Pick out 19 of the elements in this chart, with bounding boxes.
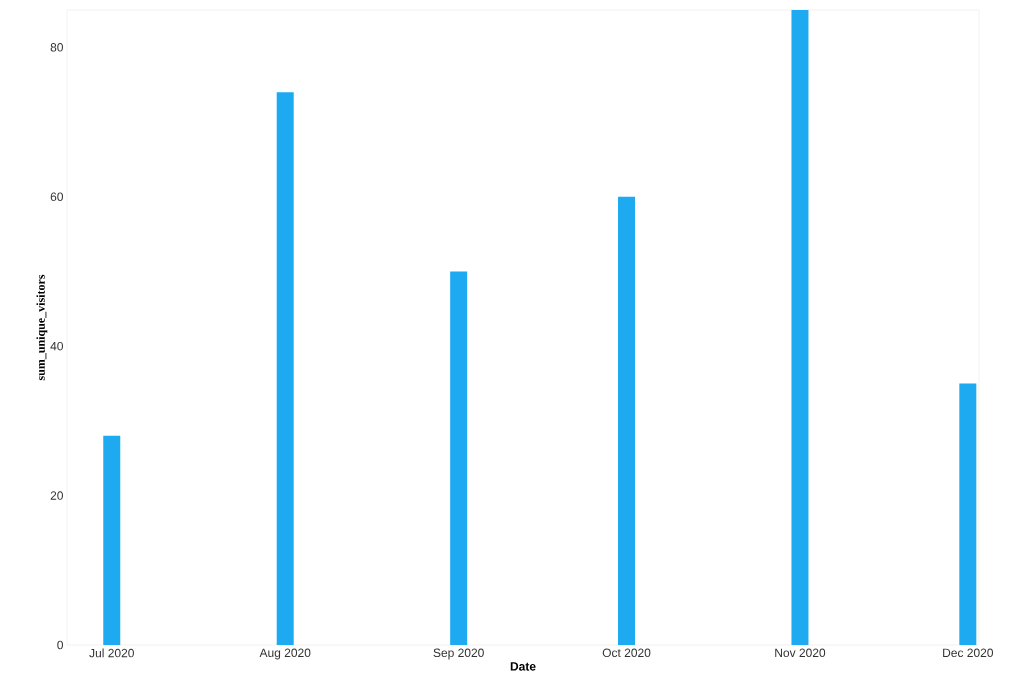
y-tick-label: 60 — [50, 192, 63, 201]
bar — [450, 271, 468, 645]
bar — [618, 196, 636, 645]
x-tick-label: Oct 2020 — [602, 648, 651, 658]
x-tick-label: Nov 2020 — [775, 648, 826, 658]
y-tick-label: 80 — [50, 43, 63, 52]
bar — [959, 383, 977, 645]
y-tick-label: 40 — [50, 341, 63, 351]
x-axis-title: Date — [510, 662, 536, 671]
x-tick-label: Sep 2020 — [433, 648, 484, 660]
bar — [791, 9, 809, 645]
bar — [276, 92, 294, 645]
x-tick-label: Jul 2020 — [89, 648, 134, 658]
y-tick-label: 20 — [50, 491, 63, 500]
x-tick-label: Dec 2020 — [943, 648, 994, 658]
x-tick-label: Aug 2020 — [259, 648, 311, 660]
y-axis-title: sum_unique_visitors — [36, 274, 48, 381]
bar — [103, 435, 121, 645]
y-tick-label: 0 — [57, 640, 63, 650]
